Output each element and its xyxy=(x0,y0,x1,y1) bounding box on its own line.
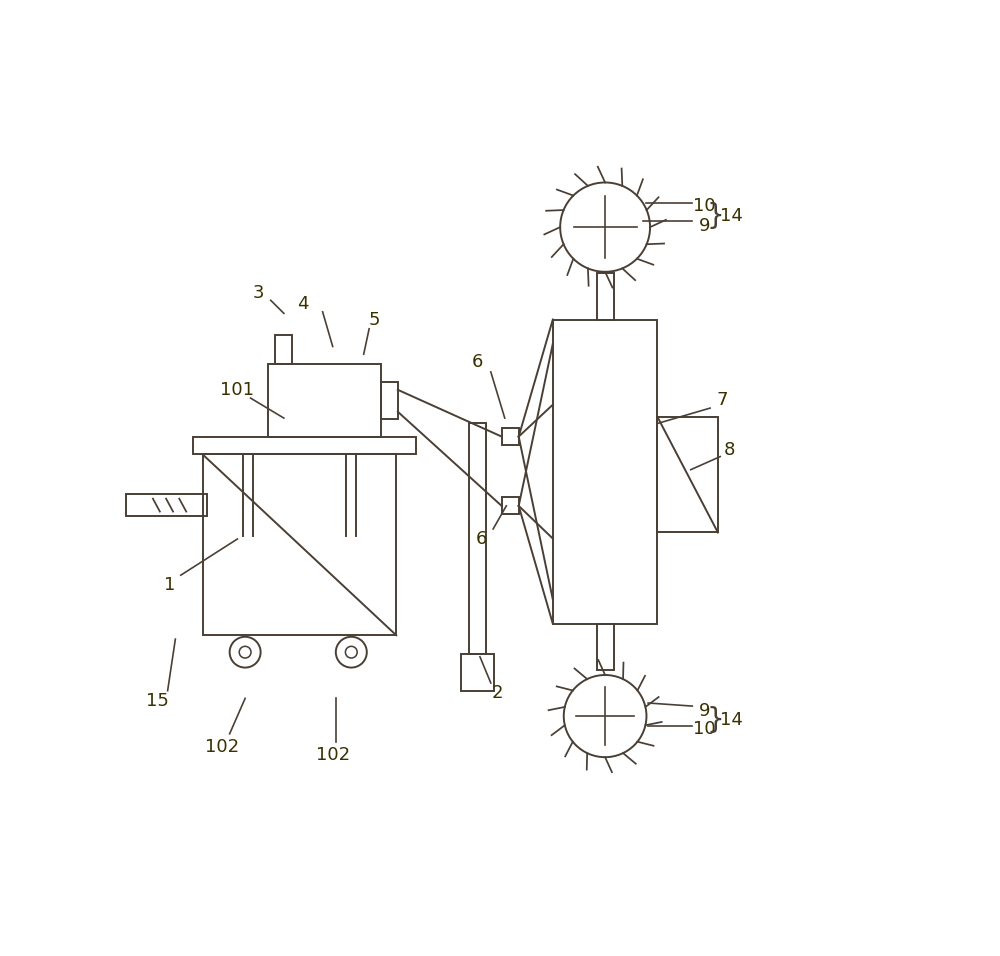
Circle shape xyxy=(560,183,650,272)
Text: 10: 10 xyxy=(693,197,716,214)
Bar xyxy=(657,417,718,532)
Text: 4: 4 xyxy=(298,295,309,314)
Circle shape xyxy=(564,675,646,757)
Text: 15: 15 xyxy=(146,692,169,709)
Bar xyxy=(193,437,416,454)
Text: 9: 9 xyxy=(699,217,710,234)
Text: 10: 10 xyxy=(693,720,716,738)
Circle shape xyxy=(230,637,261,667)
Text: }: } xyxy=(706,706,724,734)
Text: 3: 3 xyxy=(253,284,264,301)
Bar xyxy=(126,494,207,516)
Text: 7: 7 xyxy=(716,391,728,409)
Circle shape xyxy=(239,646,251,658)
Bar xyxy=(502,497,519,514)
Text: }: } xyxy=(706,202,724,229)
Text: 102: 102 xyxy=(205,738,239,756)
Text: 9: 9 xyxy=(699,702,710,720)
Bar xyxy=(597,623,614,670)
Bar xyxy=(202,454,396,635)
Bar xyxy=(275,335,292,364)
Text: 8: 8 xyxy=(724,442,735,460)
Bar xyxy=(381,382,398,419)
Text: 14: 14 xyxy=(720,206,742,225)
Circle shape xyxy=(345,646,357,658)
Bar xyxy=(502,428,519,445)
Text: 101: 101 xyxy=(220,381,254,400)
Bar xyxy=(461,655,494,691)
Text: 102: 102 xyxy=(316,746,350,764)
Bar xyxy=(597,273,614,319)
Text: 5: 5 xyxy=(369,311,380,329)
Bar xyxy=(268,364,381,437)
Text: 1: 1 xyxy=(164,576,176,595)
Bar xyxy=(469,424,486,655)
Text: 6: 6 xyxy=(476,530,487,548)
Text: 2: 2 xyxy=(491,684,503,702)
Text: 6: 6 xyxy=(472,353,483,371)
Circle shape xyxy=(336,637,367,667)
Bar xyxy=(553,319,657,623)
Text: 14: 14 xyxy=(720,711,742,728)
